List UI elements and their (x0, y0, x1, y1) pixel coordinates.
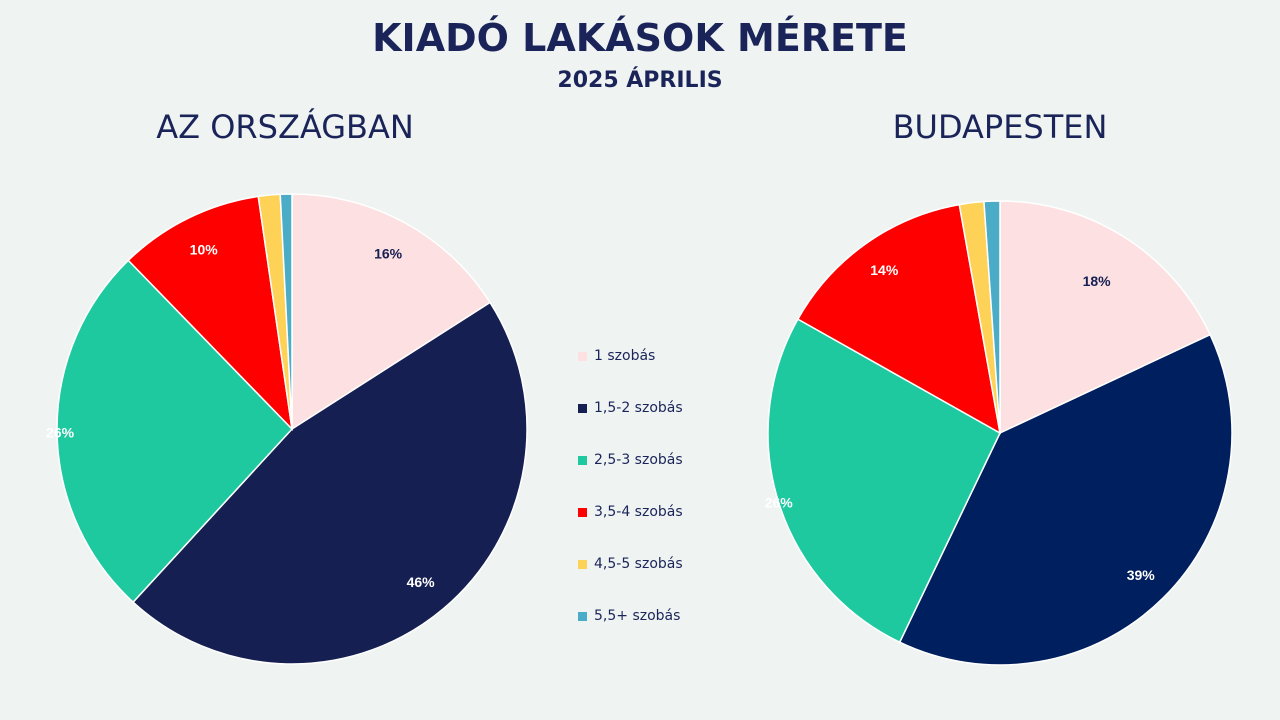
legend-item: 2,5-3 szobás (578, 434, 683, 486)
legend-label: 2,5-3 szobás (594, 452, 683, 468)
legend-swatch (578, 403, 587, 413)
legend-item: 4,5-5 szobás (578, 538, 683, 590)
chart-title-budapest: BUDAPESTEN (892, 108, 1108, 146)
page-title: KIADÓ LAKÁSOK MÉRETE (372, 16, 908, 60)
legend-swatch (578, 351, 587, 361)
pie-slice-country-3 (127, 195, 294, 432)
legend-swatch (578, 559, 587, 569)
legend-label: 5,5+ szobás (594, 608, 681, 624)
page-subtitle: 2025 ÁPRILIS (557, 68, 723, 93)
legend-label: 3,5-4 szobás (594, 504, 683, 520)
pie-slice-country-0 (291, 193, 492, 431)
pie-slice-country-1 (132, 301, 528, 665)
legend-item: 3,5-4 szobás (578, 486, 683, 538)
legend-swatch (578, 455, 587, 465)
pie-label-country-3: 10% (190, 242, 219, 258)
pie-label-country-1: 46% (407, 574, 436, 590)
pie-slice-country-2 (56, 259, 294, 604)
legend-item: 1,5-2 szobás (578, 382, 683, 434)
chart-title-country: AZ ORSZÁGBAN (156, 108, 414, 146)
pie-label-country-2: 26% (46, 424, 75, 440)
chart-legend: 1 szobás 1,5-2 szobás 2,5-3 szobás 3,5-4… (578, 330, 683, 642)
legend-swatch (578, 507, 587, 517)
legend-item: 1 szobás (578, 330, 683, 382)
legend-label: 1 szobás (594, 348, 656, 364)
pie-slice-country-5 (279, 193, 293, 430)
pie-label-country-0: 16% (374, 246, 403, 262)
legend-label: 4,5-5 szobás (594, 556, 683, 572)
legend-label: 1,5-2 szobás (594, 400, 683, 416)
legend-item: 5,5+ szobás (578, 590, 683, 642)
legend-swatch (578, 611, 587, 621)
